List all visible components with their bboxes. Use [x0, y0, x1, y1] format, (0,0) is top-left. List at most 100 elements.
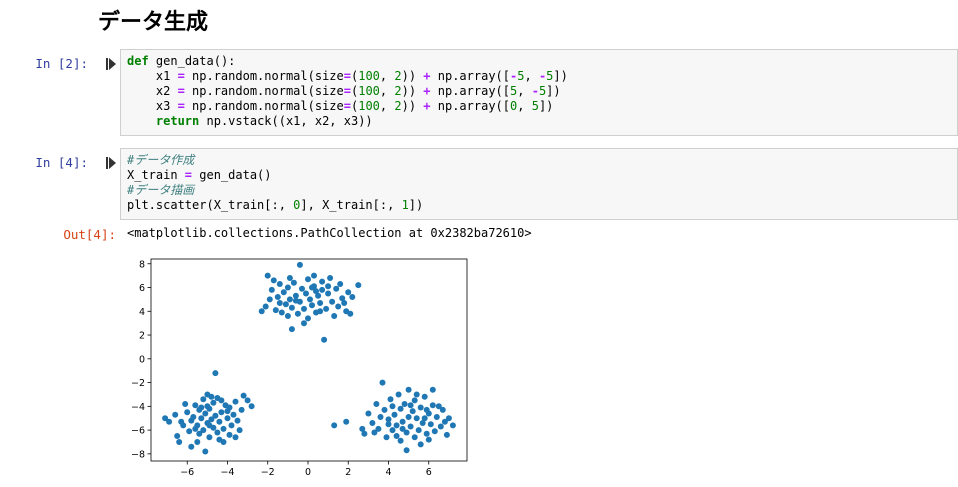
code-token: np.array([	[430, 84, 511, 98]
scatter-point	[294, 310, 301, 317]
y-tick-label: −2	[131, 378, 145, 389]
code-token: plt.scatter(X_train[:,	[127, 198, 294, 212]
scatter-point	[236, 427, 243, 434]
code-editor-2[interactable]: #データ作成 X_train = gen_data() #データ描画 plt.s…	[121, 149, 957, 217]
scatter-point	[429, 402, 436, 409]
scatter-point	[288, 304, 295, 311]
scatter-point	[393, 433, 400, 439]
scatter-point	[391, 411, 398, 418]
scatter-point	[355, 282, 362, 289]
scatter-point	[280, 289, 287, 296]
y-tick-label: −4	[131, 402, 145, 413]
scatter-point	[212, 412, 219, 419]
scatter-plot: −6 −4 −2 0 2 4 6 8 6 4 2 0 −2 −4 −6 −8	[131, 258, 468, 478]
scatter-point	[343, 418, 350, 425]
code-token: ))	[401, 84, 424, 98]
scatter-point	[431, 428, 438, 435]
code-line: X_train = gen_data()	[127, 168, 272, 182]
scatter-point	[290, 279, 297, 286]
scatter-point	[224, 415, 231, 422]
scatter-point	[309, 284, 315, 291]
code-token: ,	[517, 84, 532, 98]
code-token: +	[423, 84, 431, 98]
scatter-point	[184, 409, 191, 416]
code-editor-1[interactable]: def gen_data(): x1 = np.random.normal(si…	[121, 50, 957, 133]
code-token: =	[177, 84, 185, 98]
code-line: x3 = np.random.normal(size=(100, 2)) + n…	[127, 99, 554, 113]
code-cell-2[interactable]: #データ作成 X_train = gen_data() #データ描画 plt.s…	[120, 148, 958, 220]
scatter-point	[403, 447, 410, 454]
scatter-point	[329, 298, 336, 305]
code-line: return np.vstack((x1, x2, x3))	[127, 114, 373, 128]
scatter-point	[407, 423, 414, 430]
scatter-point	[381, 406, 388, 413]
scatter-point	[441, 418, 448, 425]
code-token: ))	[401, 99, 424, 113]
scatter-point	[188, 443, 195, 450]
scatter-point	[321, 336, 328, 343]
output-prompt: Out[4]:	[63, 227, 116, 242]
code-token: (	[351, 69, 359, 83]
scatter-point	[214, 429, 221, 436]
scatter-point	[309, 302, 315, 309]
scatter-point	[373, 401, 380, 407]
code-token: 5	[510, 84, 518, 98]
code-token: #データ描画	[127, 183, 195, 197]
scatter-point	[397, 405, 404, 412]
scatter-point	[220, 425, 227, 432]
scatter-point	[218, 409, 225, 416]
scatter-point	[266, 296, 273, 303]
code-cell-1[interactable]: def gen_data(): x1 = np.random.normal(si…	[120, 49, 958, 136]
scatter-point	[178, 418, 185, 425]
code-token: X_train	[127, 168, 185, 182]
run-cell-icon[interactable]	[106, 58, 116, 70]
code-token: =	[343, 84, 351, 98]
scatter-point	[278, 309, 285, 316]
scatter-point	[206, 434, 213, 441]
code-token: 5	[538, 84, 547, 98]
scatter-point	[429, 386, 436, 393]
scatter-point	[423, 406, 430, 413]
code-token	[127, 114, 156, 128]
scatter-point	[284, 284, 291, 291]
run-cell-icon[interactable]	[106, 157, 116, 169]
scatter-point	[305, 276, 311, 283]
scatter-point	[198, 404, 205, 411]
scatter-point	[311, 272, 317, 279]
x-tick-label: −6	[180, 467, 194, 478]
section-heading: データ生成	[98, 10, 209, 35]
scatter-point	[262, 303, 269, 310]
scatter-point	[413, 391, 420, 398]
scatter-point	[238, 406, 245, 413]
y-tick-label: 8	[139, 259, 145, 270]
scatter-point	[216, 418, 223, 425]
scatter-point	[186, 428, 193, 435]
scatter-point	[192, 425, 199, 432]
y-tick-label: 6	[139, 283, 145, 294]
code-token: 5	[531, 99, 539, 113]
scatter-point	[437, 423, 444, 430]
scatter-point	[421, 415, 428, 422]
scatter-point	[276, 281, 283, 287]
scatter-point	[202, 410, 209, 417]
scatter-point	[240, 392, 247, 399]
code-token: -	[510, 69, 518, 83]
scatter-point	[333, 285, 340, 292]
code-token: 5	[546, 69, 554, 83]
scatter-point	[395, 391, 402, 398]
code-token: np.random.normal(size	[184, 69, 344, 83]
scatter-point	[401, 401, 408, 407]
y-tick-label: 4	[139, 307, 145, 318]
scatter-point	[200, 427, 207, 434]
code-token: ,	[379, 69, 395, 83]
scatter-point	[393, 422, 400, 429]
scatter-point	[417, 441, 424, 448]
code-token: +	[423, 99, 431, 113]
output-text: <matplotlib.collections.PathCollection a…	[127, 226, 532, 240]
scatter-point	[228, 422, 235, 429]
scatter-point	[305, 315, 311, 322]
scatter-point	[449, 422, 456, 429]
scatter-point	[234, 417, 241, 424]
code-token: ,	[379, 84, 395, 98]
code-token: ])	[538, 99, 554, 113]
